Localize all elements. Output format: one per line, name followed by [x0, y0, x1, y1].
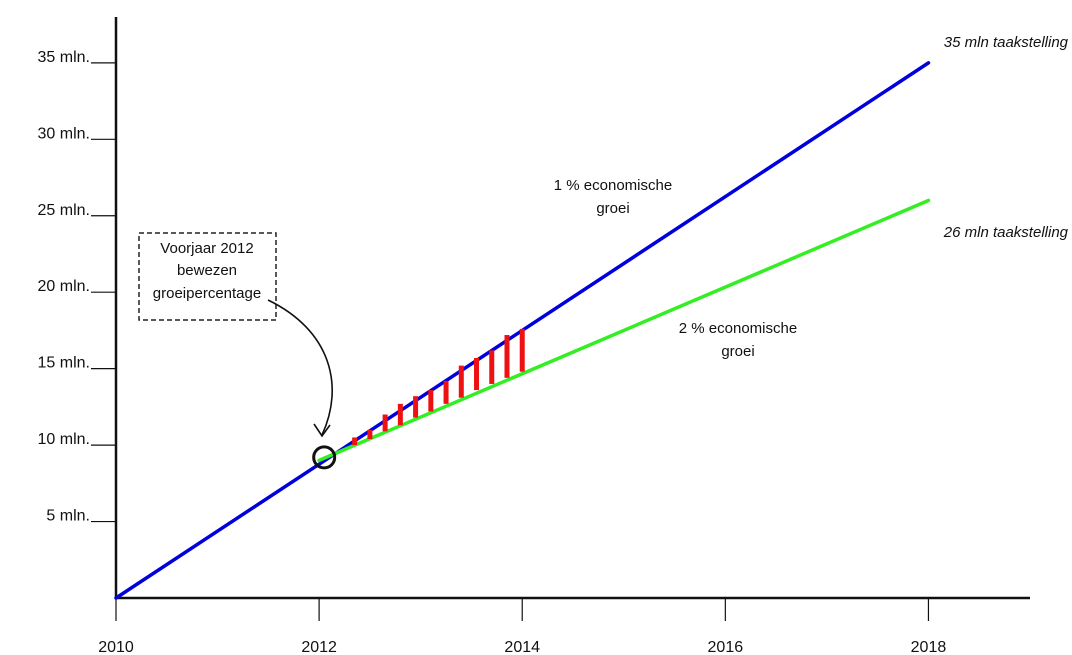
y-tick-label: 15 mln.: [38, 355, 90, 372]
y-tick-label: 30 mln.: [38, 125, 90, 142]
y-tick-label: 25 mln.: [38, 202, 90, 219]
gap-bar: [397, 403, 403, 426]
callout-arrow-path: [267, 299, 333, 436]
callout-line-1: Voorjaar 2012: [160, 240, 253, 257]
gap-bar: [504, 335, 510, 378]
gap-bar: [489, 350, 495, 384]
series-line-2: [317, 198, 931, 463]
callout-line-3: groeipercentage: [153, 285, 261, 302]
y-tick-label: 20 mln.: [38, 278, 90, 295]
y-tick-label: 35 mln.: [38, 49, 90, 66]
gap-bar: [458, 365, 464, 398]
x-tick-label: 2014: [504, 639, 540, 655]
blue-end-label: 35 mln taakstelling: [944, 34, 1069, 51]
x-tick-label: 2018: [911, 639, 947, 655]
callout-arrow: [267, 299, 333, 438]
y-tick-label: 5 mln.: [46, 508, 90, 525]
gap-bars: [352, 328, 525, 446]
callout-line-2: bewezen: [177, 262, 237, 279]
ticks: 5 mln. 10 mln. 15 mln. 20 mln. 25 mln. 30 mln…: [38, 49, 947, 655]
gap-bar: [519, 328, 525, 372]
green-line-label-1: 2 % economische: [679, 320, 797, 337]
callout-arrow-head: [313, 423, 331, 438]
gap-bar: [413, 396, 419, 418]
x-tick-label: 2012: [301, 639, 337, 655]
blue-line-label-1: 1 % economische: [554, 177, 672, 194]
x-tick-label: 2016: [708, 639, 744, 655]
gap-bar: [474, 357, 480, 391]
gap-bar: [367, 429, 373, 439]
marker-circle: [312, 445, 337, 470]
marker: [312, 445, 337, 470]
gap-bar: [352, 437, 358, 446]
green-end-label: 26 mln taakstelling: [943, 224, 1069, 241]
gap-bar: [428, 390, 434, 412]
gap-bar: [382, 414, 388, 432]
x-tick-label: 2010: [98, 639, 134, 655]
callout: Voorjaar 2012 bewezen groeipercentage: [138, 232, 277, 321]
axes: [114, 17, 1030, 600]
y-tick-label: 10 mln.: [38, 431, 90, 448]
blue-line-label-2: groei: [596, 200, 629, 217]
callout-box: [138, 232, 277, 321]
green-line-label-2: groei: [721, 343, 754, 360]
gap-bar: [443, 380, 449, 404]
